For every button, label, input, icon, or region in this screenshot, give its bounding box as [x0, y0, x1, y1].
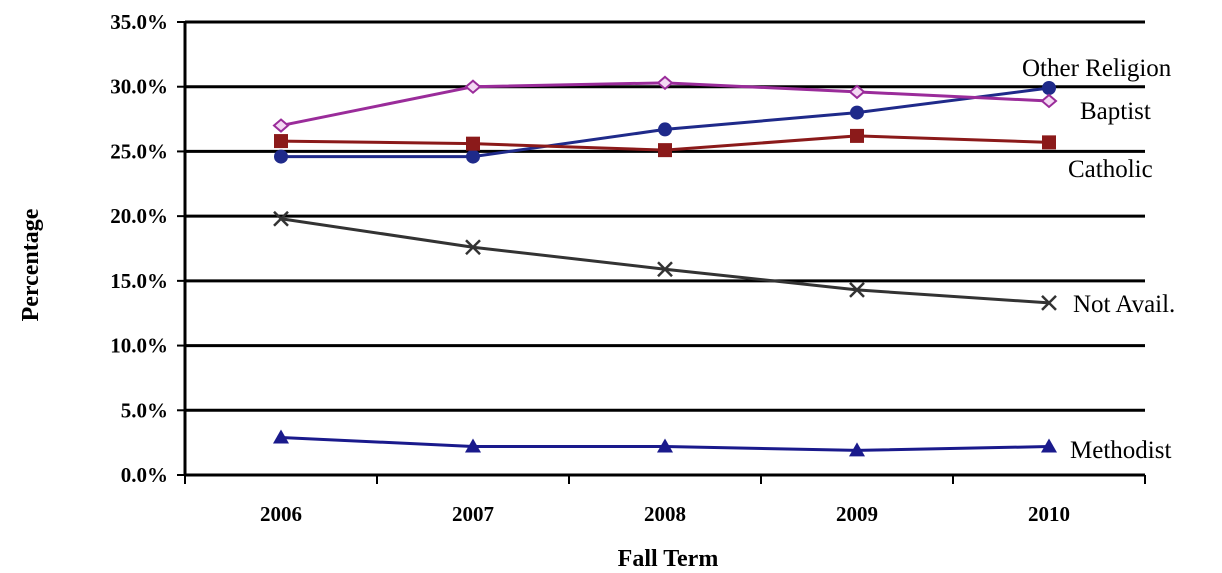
y-tick-label: 0.0% — [121, 463, 168, 487]
data-point — [850, 128, 864, 143]
x-tick-label: 2009 — [836, 502, 878, 526]
data-point — [850, 105, 864, 120]
series-label: Catholic — [1068, 156, 1153, 183]
data-point — [849, 282, 865, 298]
data-point — [658, 143, 672, 158]
x-tick-label: 2010 — [1028, 502, 1070, 526]
x-tick-label: 2006 — [260, 502, 302, 526]
data-point — [1041, 294, 1057, 311]
data-point — [464, 79, 482, 95]
series-catholic — [274, 128, 1056, 158]
data-point — [1042, 81, 1056, 96]
data-point — [272, 118, 290, 133]
y-tick-label: 25.0% — [110, 139, 168, 163]
series-baptist — [272, 75, 1058, 133]
data-point — [274, 134, 288, 149]
series-other-religion — [274, 81, 1056, 164]
gridlines — [177, 20, 1145, 476]
data-point — [656, 75, 674, 91]
series-labels: Other Religion Baptist Catholic Not Avail. M… — [1022, 55, 1175, 464]
y-tick-label: 10.0% — [110, 334, 168, 358]
data-point — [466, 149, 480, 164]
y-tick-label: 20.0% — [110, 204, 168, 228]
y-axis-title: Percentage — [18, 208, 44, 321]
y-tick-labels: 0.0% 5.0% 10.0% 15.0% 20.0% 25.0% 30.0% 35.0% — [110, 10, 168, 487]
series-label: Not Avail. — [1073, 291, 1175, 318]
data-point — [465, 438, 481, 453]
data-point — [1041, 438, 1057, 453]
x-tick-label: 2007 — [452, 502, 494, 526]
x-tick-labels: 2006 2007 2008 2009 2010 — [184, 475, 1146, 526]
data-point — [465, 239, 481, 256]
data-point — [273, 210, 289, 227]
series-label: Methodist — [1070, 437, 1171, 464]
data-point — [1042, 135, 1056, 150]
y-tick-label: 30.0% — [110, 75, 168, 99]
data-point — [1040, 93, 1058, 109]
series-label: Other Religion — [1022, 55, 1172, 82]
x-axis-title: Fall Term — [618, 546, 719, 572]
series-label: Baptist — [1080, 98, 1151, 125]
series-methodist — [273, 429, 1057, 457]
y-tick-label: 15.0% — [110, 269, 168, 293]
y-tick-label: 5.0% — [121, 398, 168, 422]
data-point — [657, 261, 673, 278]
data-point — [849, 442, 865, 457]
axes — [183, 22, 1145, 477]
data-point — [273, 429, 289, 444]
series-layer — [272, 75, 1058, 457]
data-point — [466, 136, 480, 151]
y-tick-label: 35.0% — [110, 10, 168, 34]
series-line — [280, 217, 1050, 305]
data-point — [658, 122, 672, 137]
x-tick-label: 2008 — [644, 502, 686, 526]
series-not-avail — [273, 210, 1057, 311]
data-point — [848, 84, 866, 100]
data-point — [657, 438, 673, 453]
data-point — [274, 149, 288, 164]
